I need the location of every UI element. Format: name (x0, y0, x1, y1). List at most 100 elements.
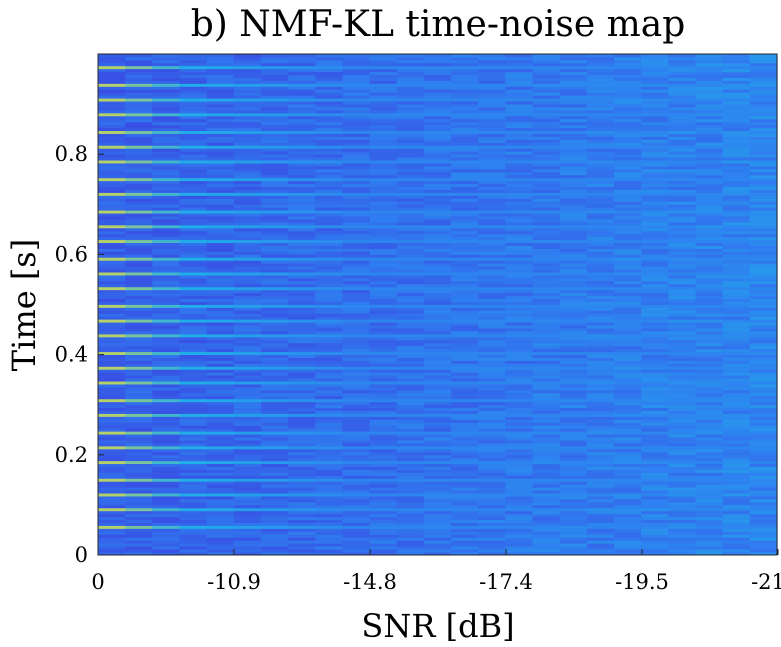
heatmap-cell (396, 354, 425, 358)
heatmap-cell (315, 207, 344, 211)
heatmap-cell (423, 531, 452, 535)
heatmap-cell (125, 133, 153, 137)
heatmap-cell (396, 475, 425, 479)
heatmap-cell (260, 286, 289, 291)
heatmap-cell (315, 516, 344, 521)
heatmap-cell (152, 77, 181, 81)
heatmap-cell (532, 348, 561, 353)
heatmap-cell (451, 251, 479, 255)
heatmap-cell (233, 469, 262, 473)
heatmap-cell (478, 410, 506, 414)
heatmap-cell (342, 145, 371, 149)
heatmap-cell (233, 165, 262, 170)
heatmap-cell (695, 292, 724, 297)
heatmap-cell (260, 77, 289, 81)
heatmap-cell (505, 516, 534, 521)
heatmap-cell (559, 177, 588, 182)
heatmap-cell (532, 183, 561, 188)
heatmap-cell (505, 230, 534, 235)
heatmap-cell (668, 272, 697, 276)
heatmap-cell (179, 183, 208, 188)
heatmap-cell (695, 425, 724, 429)
heatmap-cell (695, 136, 724, 140)
heatmap-cell (288, 54, 316, 58)
heatmap-cell (396, 519, 425, 523)
heatmap-cell (722, 398, 751, 403)
heatmap-cell (586, 366, 615, 370)
heatmap-cell (641, 336, 669, 341)
heatmap-cell (586, 272, 615, 276)
heatmap-cell (532, 428, 561, 432)
heatmap-cell (614, 277, 642, 282)
heatmap-cell (668, 401, 697, 406)
heatmap-cell (315, 499, 344, 503)
heatmap-cell (206, 260, 235, 264)
heatmap-cell (641, 248, 669, 252)
heatmap-cell (315, 428, 344, 432)
heatmap-cell (342, 440, 371, 444)
heatmap-cell (641, 401, 669, 406)
heatmap-cell (260, 490, 289, 494)
heatmap-cell (451, 101, 479, 105)
heatmap-cell (206, 522, 235, 526)
heatmap-cell (532, 301, 561, 305)
heatmap-cell (695, 310, 724, 314)
heatmap-cell (451, 189, 479, 193)
heatmap-cell (722, 145, 751, 149)
heatmap-cell (288, 475, 316, 479)
heatmap-cell (315, 389, 344, 394)
heatmap-cell (260, 275, 289, 279)
heatmap-cell (586, 507, 615, 512)
heatmap-cell (396, 280, 425, 285)
heatmap-cell (369, 481, 398, 485)
heatmap-cell (125, 310, 153, 314)
heatmap-cell (559, 331, 588, 335)
heatmap-cell (749, 230, 778, 235)
heatmap-cell (260, 289, 289, 294)
heatmap-cell (260, 171, 289, 176)
heatmap-cell (423, 345, 452, 350)
heatmap-cell (369, 384, 398, 388)
heatmap-cell (423, 201, 452, 205)
heatmap-cell (722, 416, 751, 420)
heatmap-cell (179, 224, 208, 229)
heatmap-cell (98, 504, 126, 509)
heatmap-cell (586, 59, 615, 64)
heatmap-cell (396, 472, 425, 476)
heatmap-cell (98, 357, 126, 361)
heatmap-cell (260, 448, 289, 453)
heatmap-cell (396, 180, 425, 185)
heatmap-cell (559, 269, 588, 273)
heatmap-cell (342, 210, 371, 214)
heatmap-cell (532, 121, 561, 126)
heatmap-cell (342, 248, 371, 252)
heatmap-cell (260, 127, 289, 132)
heatmap-cell (315, 242, 344, 246)
heatmap-cell (179, 484, 208, 488)
heatmap-cell (451, 86, 479, 90)
heatmap-cell (586, 475, 615, 479)
heatmap-cell (260, 525, 289, 529)
heatmap-cell (749, 510, 778, 515)
heatmap-cell (451, 168, 479, 173)
heatmap-cell (641, 183, 669, 188)
heatmap-cell (179, 375, 208, 379)
heatmap-cell (532, 186, 561, 190)
heatmap-cell (668, 186, 697, 190)
heatmap-cell (641, 216, 669, 220)
heatmap-cell (206, 80, 235, 84)
heatmap-cell (260, 416, 289, 420)
heatmap-cell (451, 115, 479, 120)
heatmap-cell (342, 501, 371, 506)
heatmap-cell (342, 154, 371, 158)
heatmap-cell (559, 401, 588, 406)
heatmap-cell (586, 375, 615, 379)
heatmap-cell (722, 177, 751, 182)
heatmap-cell (315, 493, 344, 497)
heatmap-cell (423, 280, 452, 285)
heatmap-cell (233, 307, 262, 311)
heatmap-cell (559, 416, 588, 420)
heatmap-cell (179, 107, 208, 111)
heatmap-cell (152, 89, 181, 93)
heatmap-cell (423, 351, 452, 355)
